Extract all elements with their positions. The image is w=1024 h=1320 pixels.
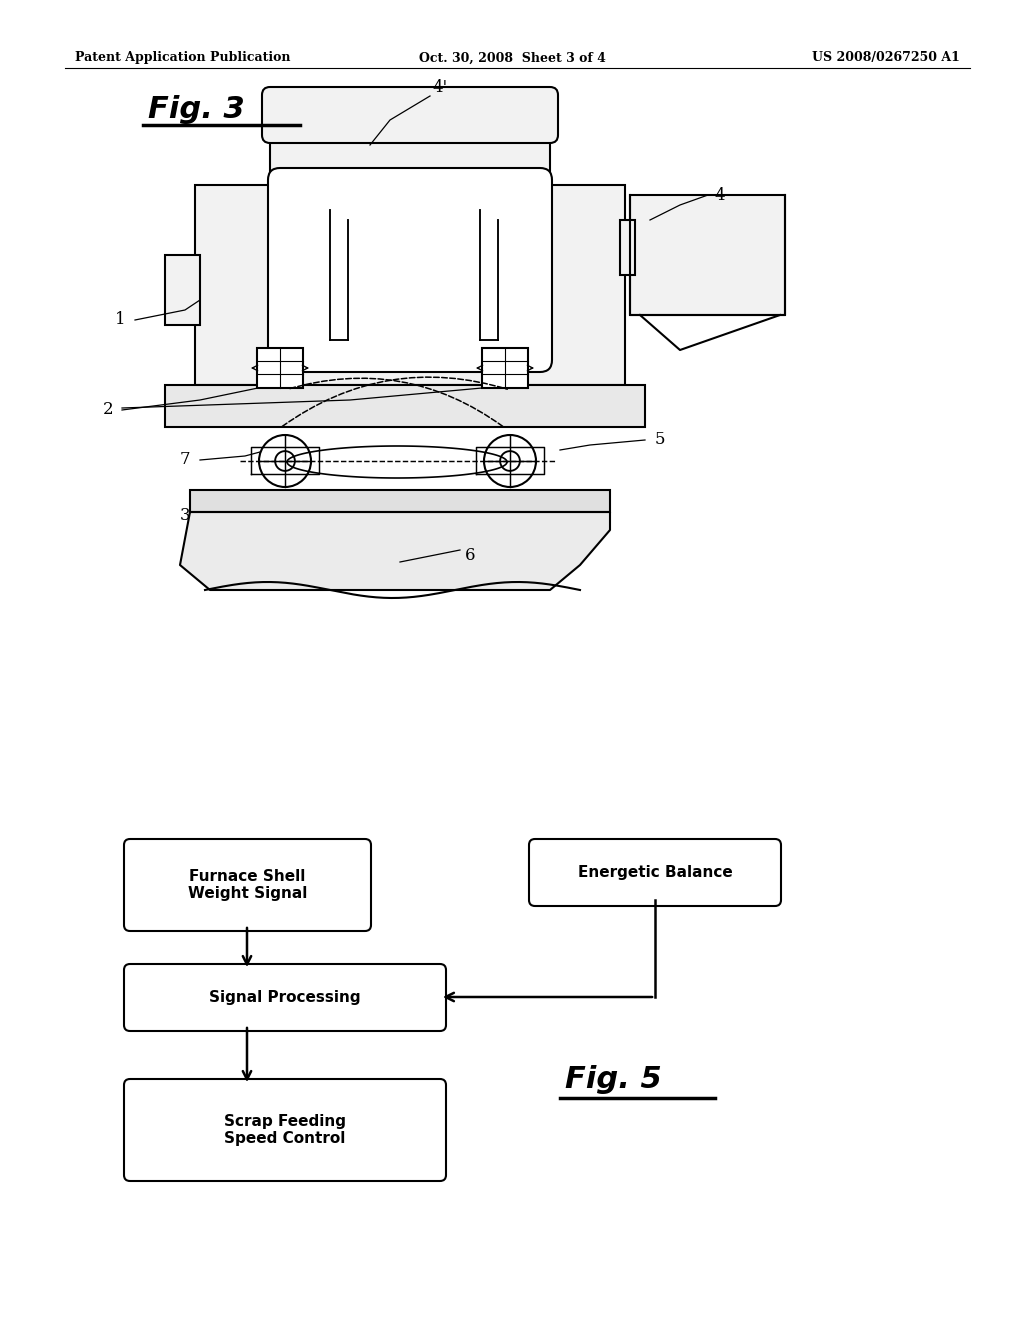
Text: 4': 4'	[432, 79, 447, 96]
Text: Furnace Shell
Weight Signal: Furnace Shell Weight Signal	[187, 869, 307, 902]
Bar	[482, 348, 528, 388]
Text: US 2008/0267250 A1: US 2008/0267250 A1	[812, 51, 961, 65]
Text: 6: 6	[465, 546, 475, 564]
Bar	[270, 135, 550, 190]
Text: Energetic Balance: Energetic Balance	[578, 865, 732, 880]
FancyBboxPatch shape	[124, 1078, 446, 1181]
Text: Fig. 3: Fig. 3	[148, 95, 245, 124]
Bar	[165, 385, 645, 426]
Polygon shape	[180, 512, 610, 590]
Text: Scrap Feeding
Speed Control: Scrap Feeding Speed Control	[224, 1114, 346, 1146]
Bar	[630, 195, 785, 315]
FancyBboxPatch shape	[529, 840, 781, 906]
FancyBboxPatch shape	[124, 840, 371, 931]
FancyBboxPatch shape	[124, 964, 446, 1031]
Text: Oct. 30, 2008  Sheet 3 of 4: Oct. 30, 2008 Sheet 3 of 4	[419, 51, 605, 65]
Text: Patent Application Publication: Patent Application Publication	[75, 51, 291, 65]
Text: 5: 5	[654, 432, 666, 449]
Bar	[190, 490, 610, 512]
Bar	[195, 185, 625, 385]
Text: Fig. 5: Fig. 5	[565, 1065, 662, 1094]
FancyBboxPatch shape	[268, 168, 552, 372]
Text: 7: 7	[179, 451, 190, 469]
Text: 1: 1	[115, 312, 125, 329]
FancyBboxPatch shape	[262, 87, 558, 143]
Text: 4: 4	[715, 186, 725, 203]
Text: Signal Processing: Signal Processing	[209, 990, 360, 1005]
Text: 3: 3	[179, 507, 190, 524]
Bar	[257, 348, 303, 388]
Bar	[620, 220, 635, 275]
Text: 2: 2	[102, 401, 114, 418]
Bar	[165, 255, 200, 325]
